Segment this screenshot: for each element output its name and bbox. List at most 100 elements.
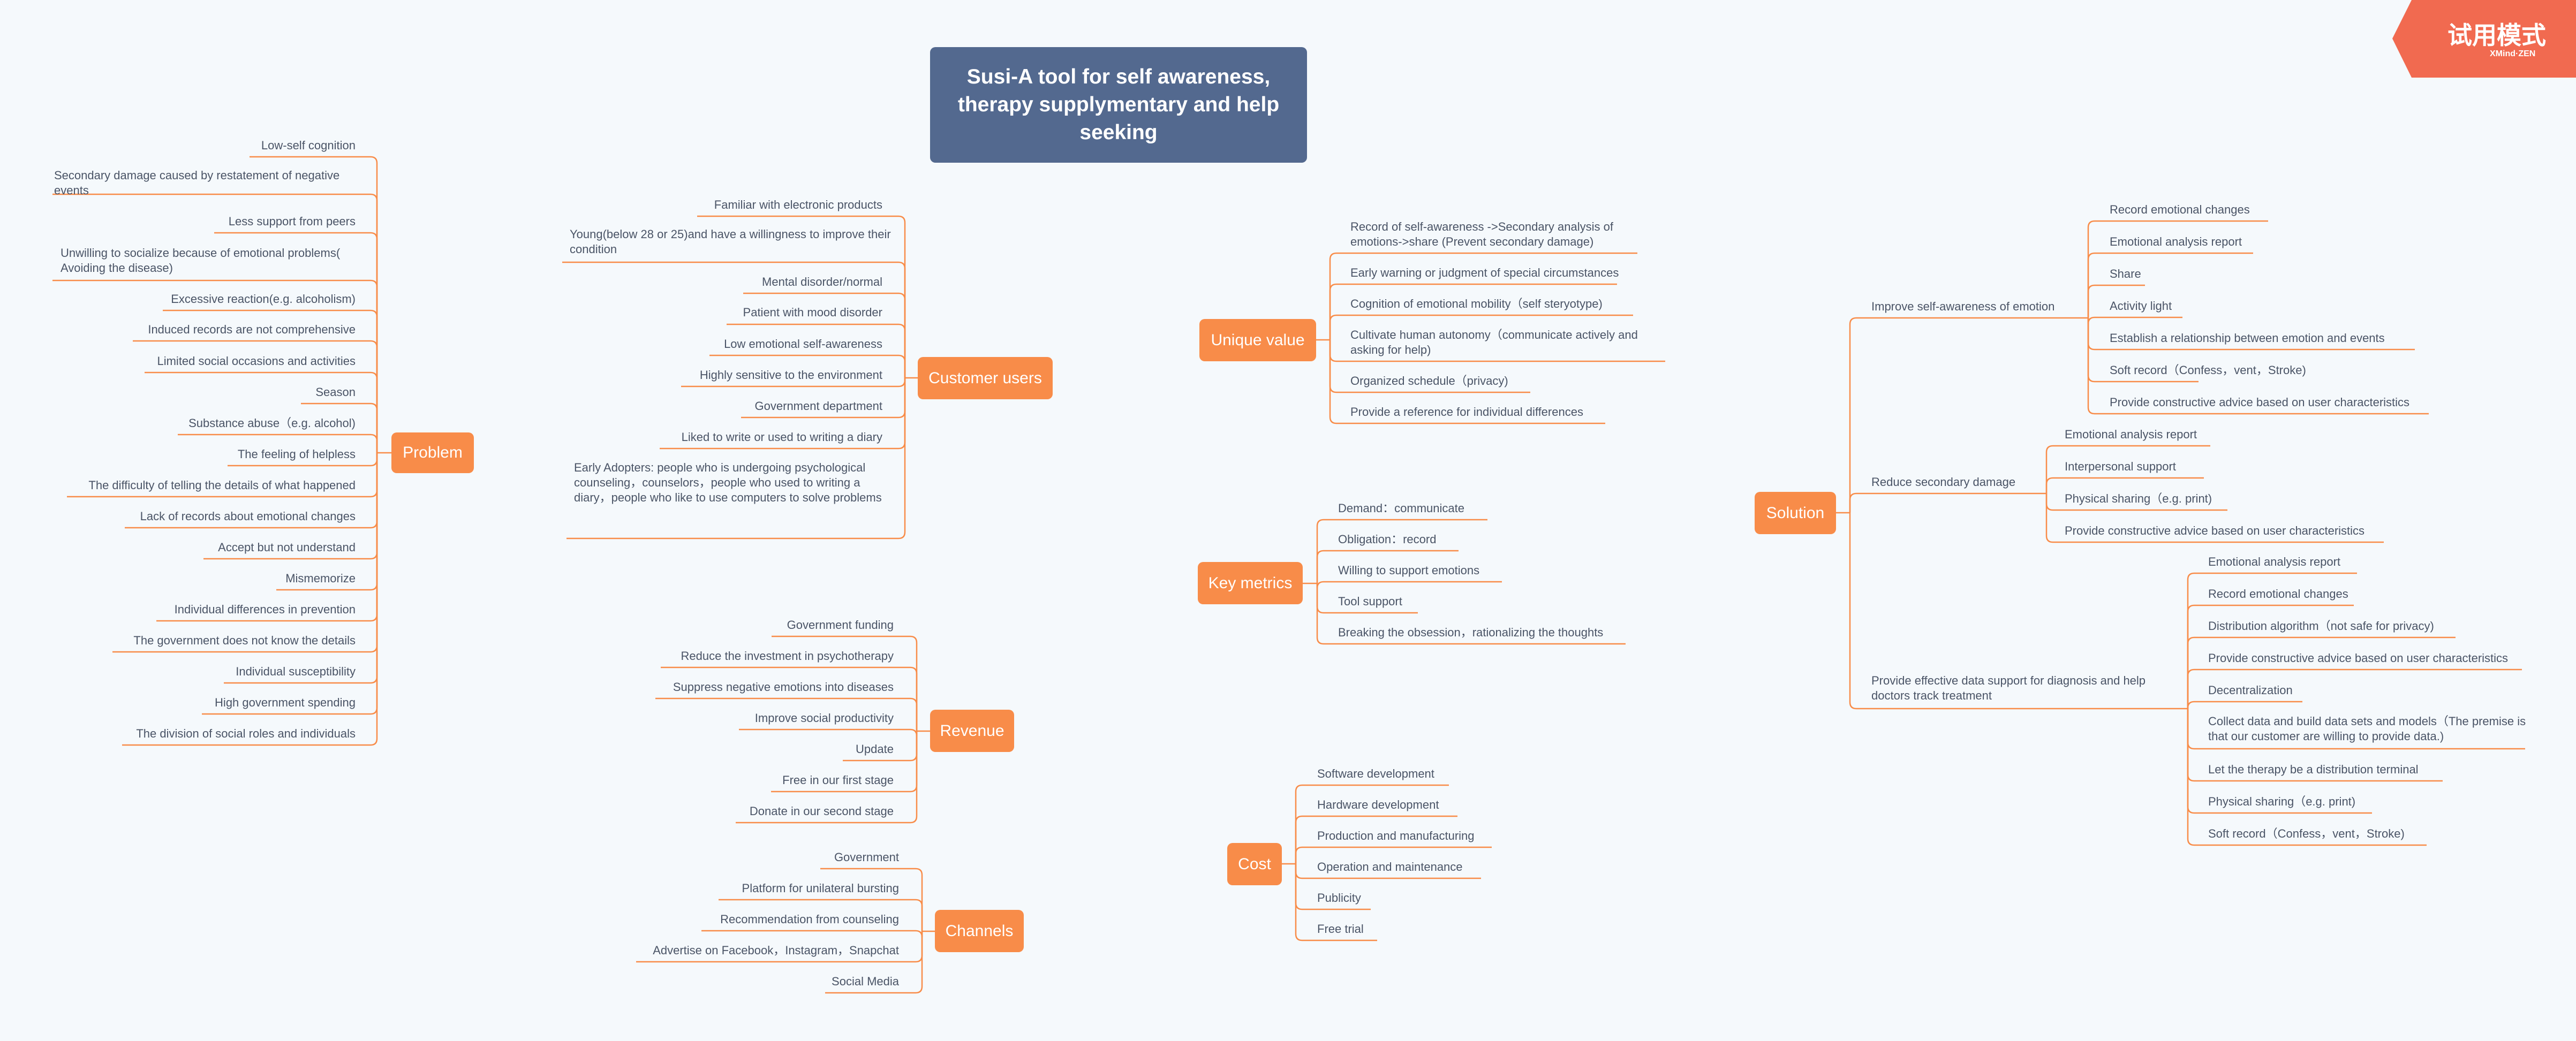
key-metric-topic[interactable]: Demand：communicate (1338, 501, 1464, 515)
revenue-topic[interactable]: Free in our first stage (782, 773, 894, 787)
branch-customer-users[interactable]: Customer users (918, 357, 1053, 399)
problem-topic[interactable]: Lack of records about emotional changes (140, 510, 356, 523)
solution-topic[interactable]: Emotional analysis report (2065, 428, 2197, 441)
branch-unique-value[interactable]: Unique value (1199, 319, 1316, 361)
branch-channels[interactable]: Channels (935, 910, 1024, 952)
customer-topic[interactable]: Government department (754, 399, 882, 413)
customer-topic[interactable]: Patient with mood disorder (743, 306, 882, 319)
problem-topic[interactable]: Low-self cognition (261, 139, 356, 152)
connector (709, 354, 906, 378)
problem-topic[interactable]: The division of social roles and individ… (136, 727, 356, 740)
branch-solution[interactable]: Solution (1755, 492, 1836, 534)
customer-topic[interactable]: Highly sensitive to the environment (699, 368, 882, 382)
customer-topic[interactable]: Low emotional self-awareness (724, 337, 882, 351)
solution-topic[interactable]: Emotional analysis report (2208, 555, 2341, 568)
problem-topic[interactable]: The government does not know the details (133, 634, 356, 647)
solution-topic[interactable]: Physical sharing（e.g. print) (2208, 795, 2356, 808)
branch-problem[interactable]: Problem (391, 432, 474, 473)
connector (743, 292, 906, 378)
unique-value-topic[interactable]: Cognition of emotional mobility（self ste… (1350, 297, 1603, 310)
solution-topic[interactable]: Physical sharing（e.g. print) (2065, 492, 2212, 505)
solution-topic[interactable]: Soft record（Confess，vent，Stroke) (2110, 363, 2306, 377)
solution-topic[interactable]: Soft record（Confess，vent，Stroke) (2208, 827, 2405, 840)
cost-topic[interactable]: Free trial (1317, 922, 1364, 936)
key-metric-topic[interactable]: Willing to support emotions (1338, 564, 1480, 577)
customer-topic[interactable]: Mental disorder/normal (762, 275, 882, 288)
solution-topic[interactable]: Establish a relationship between emotion… (2110, 331, 2385, 345)
customer-topic[interactable]: Familiar with electronic products (714, 198, 882, 211)
problem-topic[interactable]: Limited social occasions and activities (157, 354, 356, 368)
branch-key-metrics[interactable]: Key metrics (1198, 562, 1303, 604)
trial-mode-label: 试用模式 (2447, 21, 2546, 49)
customer-topic[interactable]: Liked to write or used to writing a diar… (681, 430, 882, 444)
connector (772, 635, 918, 731)
unique-value-topic[interactable]: Cultivate human autonomy（communicate act… (1350, 328, 1638, 356)
revenue-topic[interactable]: Suppress negative emotions into diseases (673, 680, 894, 694)
problem-topic[interactable]: Season (315, 385, 356, 399)
channel-topic[interactable]: Advertise on Facebook，Instagram，Snapchat (653, 944, 899, 957)
branch-cost[interactable]: Cost (1227, 843, 1282, 885)
key-metric-topic[interactable]: Tool support (1338, 595, 1402, 608)
root-topic[interactable]: Susi-A tool for self awareness, therapy … (930, 47, 1307, 163)
solution-topic[interactable]: Activity light (2110, 299, 2172, 313)
solution-group-data-support[interactable]: Provide effective data support for diagn… (1871, 674, 2146, 702)
problem-topic[interactable]: Substance abuse（e.g. alcohol) (188, 416, 356, 430)
solution-topic[interactable]: Decentralization (2208, 683, 2293, 697)
branch-revenue[interactable]: Revenue (930, 710, 1014, 752)
problem-topic[interactable]: Less support from peers (228, 215, 356, 228)
cost-topic[interactable]: Operation and maintenance (1317, 860, 1463, 873)
solution-topic[interactable]: Provide constructive advice based on use… (2110, 396, 2410, 409)
channel-topic[interactable]: Social Media (832, 975, 899, 988)
cost-topic[interactable]: Software development (1317, 767, 1434, 780)
solution-topic[interactable]: Record emotional changes (2208, 587, 2348, 601)
solution-topic[interactable]: Distribution algorithm（not safe for priv… (2208, 619, 2434, 633)
solution-topic[interactable]: Provide constructive advice based on use… (2065, 524, 2365, 537)
solution-topic[interactable]: Provide constructive advice based on use… (2208, 651, 2509, 665)
customer-topic[interactable]: Early Adopters: people who is undergoing… (574, 461, 882, 504)
problem-topic[interactable]: Secondary damage caused by restatement o… (54, 169, 340, 197)
solution-topic[interactable]: Let the therapy be a distribution termin… (2208, 763, 2419, 776)
key-metric-topic[interactable]: Breaking the obsession，rationalizing the… (1338, 626, 1604, 639)
revenue-topic[interactable]: Donate in our second stage (749, 804, 894, 818)
solution-topic[interactable]: Share (2110, 267, 2141, 280)
cost-topic[interactable]: Production and manufacturing (1317, 829, 1475, 842)
connector (1329, 283, 1617, 340)
problem-topic[interactable]: Excessive reaction(e.g. alcoholism) (171, 292, 356, 306)
connector (2087, 284, 2145, 318)
connector (1849, 492, 2043, 513)
solution-group-secondary-damage[interactable]: Reduce secondary damage (1871, 475, 2016, 489)
solution-topic[interactable]: Emotional analysis report (2110, 235, 2242, 248)
problem-topic[interactable]: Accept but not understand (218, 541, 356, 554)
branch-label: Unique value (1211, 331, 1305, 349)
unique-value-topic[interactable]: Record of self-awareness ->Secondary ana… (1350, 220, 1613, 248)
problem-topic[interactable]: High government spending (215, 696, 356, 709)
solution-group-self-awareness[interactable]: Improve self-awareness of emotion (1871, 300, 2055, 313)
unique-value-topic[interactable]: Early warning or judgment of special cir… (1350, 266, 1619, 279)
connector (1316, 583, 1626, 645)
unique-value-topic[interactable]: Provide a reference for individual diffe… (1350, 405, 1583, 419)
channel-topic[interactable]: Government (834, 850, 899, 864)
solution-topic[interactable]: Record emotional changes (2110, 203, 2250, 216)
channel-topic[interactable]: Platform for unilateral bursting (742, 882, 899, 895)
problem-topic[interactable]: Individual differences in prevention (174, 603, 356, 616)
revenue-topic[interactable]: Reduce the investment in psychotherapy (681, 649, 894, 663)
revenue-topic[interactable]: Improve social productivity (754, 711, 894, 725)
problem-topic[interactable]: Induced records are not comprehensive (148, 323, 356, 336)
cost-topic[interactable]: Hardware development (1317, 798, 1439, 811)
customer-topic[interactable]: Young(below 28 or 25)and have a willingn… (570, 227, 891, 256)
revenue-topic[interactable]: Update (856, 742, 894, 756)
cost-topic[interactable]: Publicity (1317, 891, 1361, 905)
problem-topic[interactable]: Unwilling to socialize because of emotio… (61, 246, 341, 275)
problem-topic[interactable]: Mismemorize (285, 572, 356, 585)
problem-topic[interactable]: Individual susceptibility (236, 665, 356, 678)
connector (566, 378, 906, 540)
channel-topic[interactable]: Recommendation from counseling (720, 913, 899, 926)
solution-topic[interactable]: Interpersonal support (2065, 460, 2176, 473)
problem-topic[interactable]: The difficulty of telling the details of… (88, 478, 356, 492)
unique-value-topic[interactable]: Organized schedule（privacy) (1350, 374, 1508, 387)
problem-topic[interactable]: The feeling of helpless (237, 447, 356, 461)
key-metric-topic[interactable]: Obligation：record (1338, 533, 1437, 546)
solution-topic[interactable]: Collect data and build data sets and mod… (2208, 715, 2526, 743)
revenue-topic[interactable]: Government funding (787, 618, 894, 632)
branch-label: Revenue (940, 721, 1004, 740)
